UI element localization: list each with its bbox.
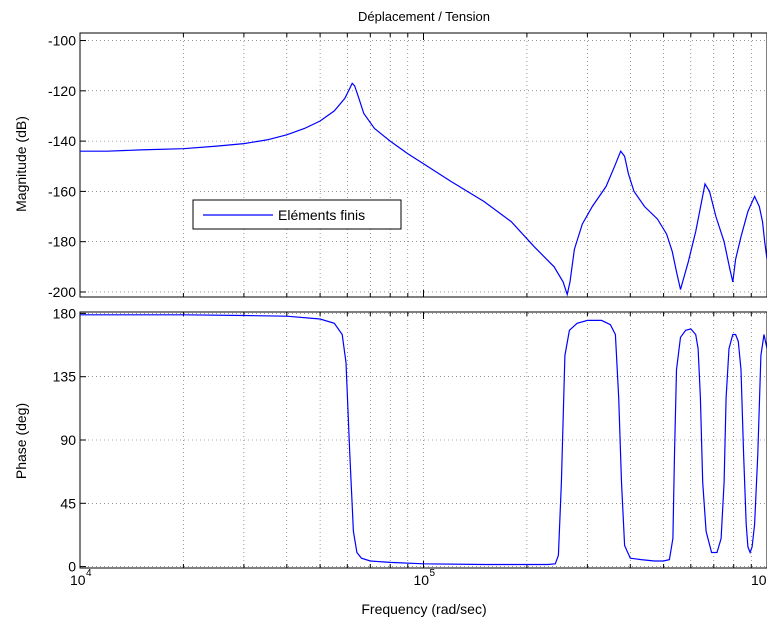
x-tick-label: 10 4: [70, 568, 92, 588]
x-tick-label: 106: [751, 572, 767, 588]
magnitude-panel: -100-120-140-160-180-200 Magnitude (dB) …: [13, 32, 767, 300]
y-tick-label: 0: [68, 559, 76, 575]
y-tick-label: -140: [48, 133, 76, 149]
y-tick-label: 45: [60, 495, 76, 511]
y-tick-label: -180: [48, 234, 76, 250]
magnitude-y-axis-label: Magnitude (dB): [13, 116, 29, 212]
chart-title: Déplacement / Tension: [358, 9, 490, 24]
legend: Eléments finis: [192, 199, 402, 230]
phase-y-ticks: 180 135 90 45 0: [53, 305, 86, 575]
phase-series-line: [80, 314, 767, 566]
y-tick-label: -160: [48, 183, 76, 199]
x-tick-label: 10 5: [414, 568, 436, 588]
y-tick-label: 90: [60, 432, 76, 448]
phase-grid: [80, 312, 767, 568]
x-tick-exponent: 4: [86, 568, 92, 579]
magnitude-x-tick-marks: [79, 33, 752, 297]
x-tick-base: 10: [414, 572, 430, 588]
x-tick-base: 10: [70, 572, 86, 588]
y-tick-label: -200: [48, 284, 76, 300]
y-tick-label: -120: [48, 83, 76, 99]
phase-x-tick-marks: [79, 312, 752, 568]
legend-label: Eléments finis: [278, 207, 365, 223]
x-tick-labels: 104105106: [70, 568, 767, 588]
phase-panel: 180 135 90 45 0 Phase (deg): [13, 305, 767, 575]
y-tick-label: 180: [53, 305, 77, 321]
x-tick-base: 10: [751, 572, 767, 588]
magnitude-grid: [80, 33, 767, 297]
x-axis-label: Frequency (rad/sec): [361, 601, 486, 617]
magnitude-series-line: [80, 82, 767, 297]
x-tick-exponent: 5: [430, 568, 436, 579]
magnitude-y-ticks: -100 -120 -140 -160 -180 -200: [48, 33, 86, 300]
phase-y-axis-label: Phase (deg): [13, 403, 29, 479]
y-tick-label: 135: [53, 369, 77, 385]
y-tick-label: -100: [48, 33, 76, 49]
